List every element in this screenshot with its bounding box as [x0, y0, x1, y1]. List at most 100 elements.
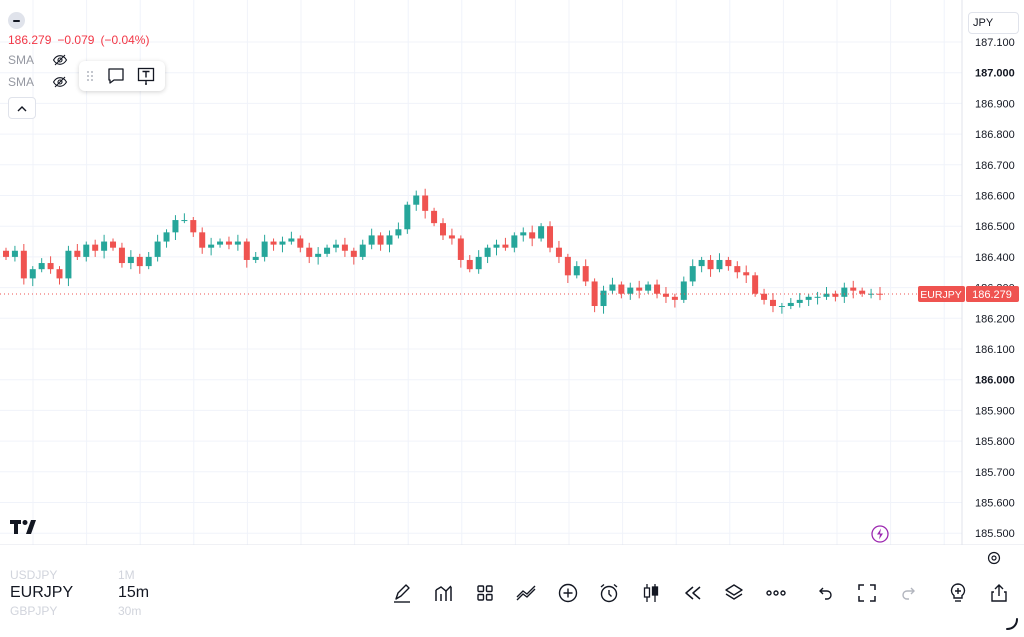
- candle: [225, 236, 232, 250]
- candle: [217, 238, 224, 248]
- candle: [805, 293, 812, 307]
- alert-clock-icon[interactable]: [596, 580, 622, 606]
- legend-change-pct: (−0.04%): [100, 33, 150, 47]
- candle: [208, 237, 215, 256]
- add-icon[interactable]: [555, 580, 581, 606]
- last-price-line: EURJPY 186.279: [0, 286, 1019, 303]
- candle: [662, 286, 669, 303]
- candle: [796, 293, 803, 308]
- tradingview-logo-icon: [10, 520, 36, 534]
- timeframe-next[interactable]: 30m: [118, 604, 142, 618]
- legend-change: −0.079: [57, 33, 95, 47]
- idea-icon[interactable]: [945, 580, 971, 606]
- symbol-previous[interactable]: USDJPY: [10, 568, 58, 582]
- text-tool-icon[interactable]: [131, 61, 161, 91]
- candle: [823, 286, 830, 300]
- candle: [368, 228, 375, 250]
- candle: [386, 230, 393, 253]
- redo-icon[interactable]: [896, 580, 922, 606]
- candle: [163, 229, 170, 248]
- price-tick-label: 187.100: [975, 37, 1015, 49]
- undo-icon[interactable]: [812, 580, 838, 606]
- price-chart[interactable]: 187.100 187.000 186.900 186.800 186.700 186.6…: [0, 0, 1024, 545]
- candle: [38, 258, 45, 273]
- symbol-next[interactable]: GBPJPY: [10, 604, 58, 618]
- candle: [787, 298, 794, 310]
- axis-settings-icon[interactable]: [987, 551, 1001, 565]
- loading-spinner-icon: [1006, 618, 1018, 630]
- candle: [475, 250, 482, 274]
- more-icon[interactable]: [763, 580, 789, 606]
- candle: [591, 278, 598, 313]
- price-tick-label: 186.500: [975, 221, 1015, 233]
- candle: [564, 253, 571, 283]
- candle: [199, 227, 206, 254]
- candle: [520, 227, 527, 242]
- eye-hidden-icon[interactable]: [52, 52, 68, 68]
- candle: [457, 235, 464, 268]
- legend-toggle-button[interactable]: [8, 12, 25, 29]
- collapse-legend-button[interactable]: [8, 97, 36, 119]
- candle: [190, 216, 197, 237]
- candle: [110, 238, 117, 251]
- candle: [288, 231, 295, 245]
- candle: [841, 282, 848, 303]
- candle: [582, 259, 589, 287]
- candle: [359, 239, 366, 260]
- indicator-row-2[interactable]: SMA: [8, 74, 68, 90]
- candle: [466, 255, 473, 273]
- candle: [145, 251, 152, 270]
- lightning-icon[interactable]: [871, 525, 889, 543]
- candle: [20, 244, 27, 285]
- candle: [716, 253, 723, 273]
- candle: [252, 251, 259, 264]
- candle: [555, 240, 562, 264]
- candle: [234, 234, 241, 251]
- candle: [689, 259, 696, 287]
- replay-icon[interactable]: [680, 580, 706, 606]
- price-tick-label: 186.600: [975, 191, 1015, 203]
- candle: [734, 261, 741, 279]
- indicators-icon[interactable]: [431, 580, 457, 606]
- candle: [101, 234, 108, 259]
- timeframe-previous[interactable]: 1M: [118, 568, 135, 582]
- candle: [680, 276, 687, 303]
- candle: [618, 281, 625, 299]
- price-tag-value: 186.279: [972, 289, 1012, 301]
- candle: [181, 213, 188, 224]
- drag-handle-icon[interactable]: [79, 61, 101, 91]
- layers-icon[interactable]: [721, 580, 747, 606]
- currency-selector[interactable]: JPY: [968, 12, 1019, 34]
- candle: [3, 247, 9, 260]
- chevron-up-icon: [17, 105, 27, 111]
- symbol-current[interactable]: EURJPY: [10, 584, 74, 601]
- candle: [413, 190, 420, 211]
- price-tick-label: 185.700: [975, 467, 1015, 479]
- candle: [332, 239, 339, 253]
- candle: [29, 266, 36, 287]
- timeframe-current[interactable]: 15m: [118, 584, 150, 601]
- indicator-row-1[interactable]: SMA: [8, 52, 68, 68]
- candle: [761, 288, 768, 305]
- candle: [243, 238, 250, 268]
- candle: [573, 261, 580, 279]
- price-tick-label: 186.200: [975, 313, 1015, 325]
- price-tick-label: 186.800: [975, 129, 1015, 141]
- templates-icon[interactable]: [472, 580, 498, 606]
- candle: [65, 245, 72, 287]
- candle: [431, 207, 438, 227]
- eye-hidden-icon[interactable]: [52, 74, 68, 90]
- fullscreen-icon[interactable]: [854, 580, 880, 606]
- compare-icon[interactable]: [514, 580, 540, 606]
- candle: [609, 277, 616, 294]
- candle: [297, 235, 304, 253]
- candle: [350, 247, 357, 265]
- candle: [814, 291, 821, 305]
- price-tag-symbol: EURJPY: [920, 289, 961, 301]
- drawing-pen-icon[interactable]: [389, 580, 415, 606]
- candle: [832, 290, 839, 302]
- callout-icon[interactable]: [101, 61, 131, 91]
- candle-style-icon[interactable]: [638, 580, 664, 606]
- indicator-label: SMA: [8, 75, 35, 89]
- share-icon[interactable]: [986, 580, 1012, 606]
